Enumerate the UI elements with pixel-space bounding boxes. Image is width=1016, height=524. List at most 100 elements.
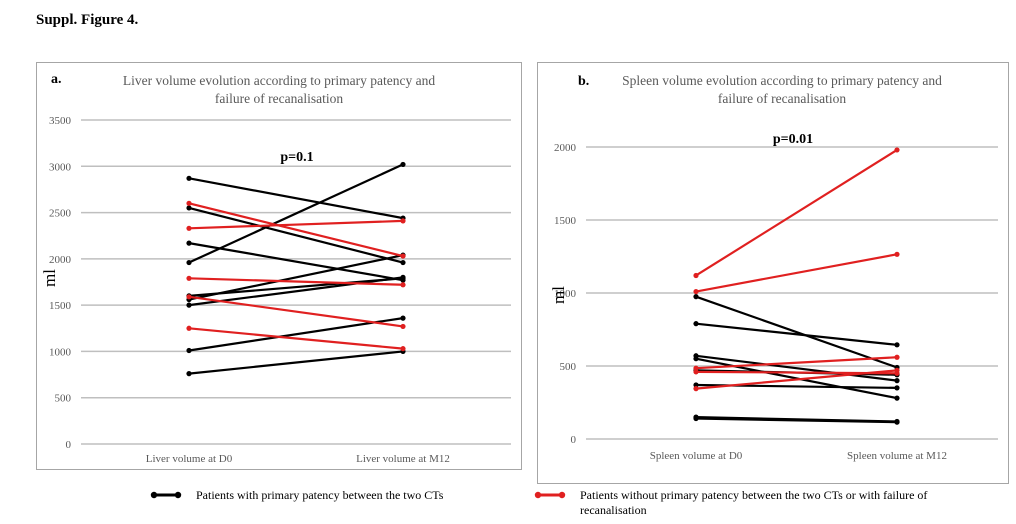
spleen-chart: 0 500 1000 1500 2000 Spleen volume evolution … [549, 73, 998, 462]
spleen-p-value: p=0.01 [773, 132, 813, 147]
liver-data-point [400, 253, 406, 259]
legend-swatch-black [150, 491, 182, 499]
liver-series-segment [188, 206, 404, 264]
liver-series-segment [188, 202, 404, 258]
legend-label-no-patency: Patients without primary patency between… [580, 488, 928, 517]
spleen-x-category-label: Spleen volume at M12 [847, 450, 947, 462]
liver-y-tick-label: 1500 [49, 300, 72, 312]
spleen-chart-title: failure of recanalisation [718, 91, 846, 106]
spleen-series-segment [695, 356, 898, 370]
liver-chart-panel: 0 500 1000 1500 2000 2500 3000 3500 Liver volume… [36, 62, 522, 470]
spleen-series-line-red [693, 367, 900, 392]
liver-data-point [400, 218, 406, 224]
liver-y-tick-label: 500 [55, 393, 72, 405]
liver-series-segment [188, 177, 404, 220]
liver-data-point [400, 346, 406, 352]
spleen-data-point [693, 415, 699, 422]
spleen-data-point [693, 365, 699, 371]
liver-y-tick-label: 2500 [49, 208, 72, 220]
spleen-chart-panel: 0 500 1000 1500 2000 Spleen volume evolution … [537, 62, 1009, 484]
spleen-series-segment [695, 253, 898, 293]
spleen-series-line-red [693, 251, 900, 295]
spleen-series-segment [695, 354, 898, 382]
spleen-y-axis-label: ml [549, 286, 568, 304]
liver-y-tick-label: 2000 [49, 254, 72, 266]
spleen-data-point [894, 395, 900, 401]
spleen-data-point [894, 378, 900, 384]
liver-data-point [186, 371, 192, 377]
spleen-y-tick-label: 500 [560, 361, 577, 373]
spleen-data-point [894, 342, 900, 348]
spleen-series-segment [695, 148, 898, 277]
liver-y-tick-label: 3500 [49, 115, 72, 127]
spleen-data-point [693, 382, 699, 388]
liver-series-line-red [186, 294, 406, 330]
liver-panel-letter: a. [51, 72, 62, 87]
liver-series-line-red [186, 200, 406, 259]
liver-series-segment [188, 163, 404, 264]
liver-series-line-red [186, 218, 406, 231]
liver-series-line-black [186, 315, 406, 354]
liver-data-point [186, 347, 192, 354]
spleen-series-segment [695, 369, 898, 390]
liver-y-tick-label: 0 [66, 439, 72, 451]
liver-series-segment [188, 254, 404, 301]
liver-series-segment [188, 277, 404, 286]
spleen-data-point [693, 369, 699, 375]
liver-data-point [400, 282, 406, 288]
spleen-data-point [894, 385, 900, 391]
spleen-panel-letter: b. [578, 74, 589, 89]
spleen-series-segment [695, 295, 898, 369]
liver-data-point [186, 200, 192, 206]
spleen-data-point [894, 147, 900, 153]
liver-data-point [400, 259, 406, 266]
liver-series-segment [188, 317, 404, 352]
liver-data-point [186, 259, 192, 266]
spleen-series-line-red [693, 354, 900, 371]
spleen-data-point [894, 251, 900, 257]
liver-series-line-black [186, 348, 406, 377]
liver-series-line-red [186, 325, 406, 352]
liver-series-line-red [186, 275, 406, 288]
spleen-data-point [693, 288, 699, 295]
liver-data-point [186, 240, 192, 246]
spleen-y-tick-label: 1500 [554, 215, 577, 227]
liver-data-point [186, 175, 192, 181]
liver-data-point [186, 275, 192, 281]
liver-series-line-black [186, 274, 406, 308]
spleen-data-point [693, 272, 699, 279]
liver-series-line-black [186, 161, 406, 266]
liver-series-line-black [186, 205, 406, 266]
liver-x-category-label: Liver volume at D0 [146, 453, 233, 465]
spleen-series-segment [695, 417, 898, 424]
liver-data-point [186, 205, 192, 211]
liver-chart-title: Liver volume evolution according to prim… [123, 73, 436, 88]
liver-series-segment [188, 327, 404, 350]
liver-series-line-black [186, 252, 406, 303]
liver-y-tick-label: 1000 [49, 346, 72, 358]
spleen-data-point [693, 386, 699, 392]
liver-data-point [400, 274, 406, 280]
liver-p-value: p=0.1 [280, 150, 313, 165]
liver-data-point [400, 161, 406, 168]
liver-y-tick-label: 3000 [49, 161, 72, 173]
legend-swatch-red [534, 491, 566, 499]
spleen-data-point [894, 419, 900, 425]
liver-data-point [186, 294, 192, 300]
spleen-x-category-label: Spleen volume at D0 [650, 450, 743, 462]
spleen-y-tick-label: 1000 [554, 288, 577, 300]
liver-series-segment [188, 350, 404, 375]
spleen-chart-title: Spleen volume evolution according to pri… [622, 73, 942, 88]
liver-chart-title: failure of recanalisation [215, 91, 343, 106]
spleen-data-point [894, 354, 900, 360]
spleen-y-tick-label: 2000 [554, 142, 577, 154]
liver-series-segment [188, 295, 404, 328]
liver-series-segment [188, 242, 404, 282]
liver-x-category-label: Liver volume at M12 [356, 453, 450, 465]
liver-data-point [400, 315, 406, 321]
liver-series-segment [188, 219, 404, 230]
spleen-series-line-black [693, 321, 900, 348]
liver-data-point [186, 225, 192, 231]
spleen-data-point [693, 321, 699, 327]
liver-data-point [400, 323, 406, 330]
